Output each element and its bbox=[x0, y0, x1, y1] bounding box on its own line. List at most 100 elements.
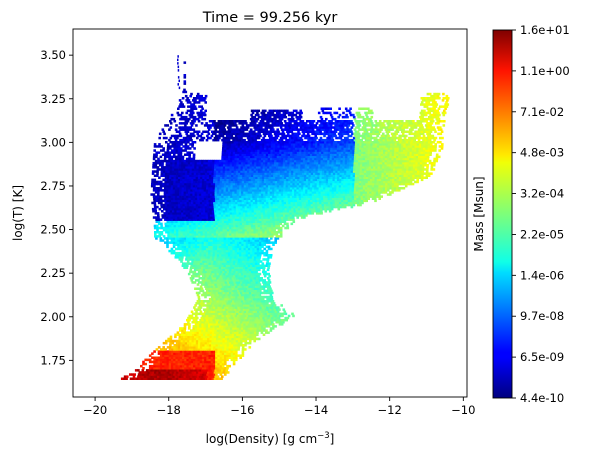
heatmap-cell bbox=[296, 184, 300, 188]
heatmap-cell bbox=[197, 367, 201, 370]
heatmap-cell bbox=[198, 375, 202, 378]
heatmap-cell bbox=[338, 182, 342, 186]
heatmap-cell bbox=[276, 189, 280, 192]
heatmap-cell bbox=[263, 314, 267, 318]
heatmap-cell bbox=[191, 201, 194, 205]
heatmap-cell bbox=[236, 331, 239, 334]
heatmap-cell bbox=[235, 268, 239, 272]
heatmap-cell bbox=[166, 362, 170, 366]
heatmap-cell bbox=[214, 218, 218, 221]
heatmap-cell bbox=[228, 262, 231, 265]
heatmap-cell bbox=[248, 346, 252, 349]
heatmap-cell bbox=[284, 212, 288, 215]
heatmap-cell bbox=[265, 304, 268, 307]
heatmap-cell bbox=[184, 364, 187, 368]
heatmap-cell bbox=[239, 237, 242, 240]
heatmap-cell bbox=[187, 207, 190, 211]
heatmap-cell bbox=[173, 360, 176, 364]
heatmap-cell bbox=[251, 266, 255, 269]
heatmap-cell bbox=[240, 212, 244, 215]
heatmap-cell bbox=[197, 182, 200, 186]
heatmap-cell bbox=[172, 195, 176, 198]
heatmap-cell bbox=[189, 235, 192, 238]
heatmap-cell bbox=[232, 216, 235, 219]
heatmap-cell bbox=[185, 189, 189, 192]
heatmap-cell bbox=[256, 193, 259, 196]
heatmap-cell bbox=[199, 178, 203, 182]
heatmap-cell bbox=[180, 337, 184, 341]
heatmap-cell bbox=[278, 216, 282, 219]
heatmap-cell bbox=[248, 218, 251, 221]
heatmap-cell bbox=[246, 274, 249, 278]
heatmap-cell bbox=[241, 325, 244, 328]
heatmap-cell bbox=[250, 262, 254, 265]
heatmap-cell bbox=[189, 277, 193, 280]
heatmap-cell bbox=[252, 254, 255, 257]
heatmap-cell bbox=[222, 233, 226, 236]
heatmap-cell bbox=[201, 289, 205, 293]
heatmap-cell bbox=[210, 201, 214, 205]
heatmap-cell bbox=[179, 187, 182, 190]
heatmap-cell bbox=[204, 201, 207, 205]
heatmap-cell bbox=[251, 256, 255, 259]
heatmap-cell bbox=[194, 312, 197, 316]
heatmap-cell bbox=[198, 331, 202, 334]
heatmap-cell bbox=[238, 304, 242, 307]
heatmap-cell bbox=[360, 193, 363, 196]
heatmap-cell bbox=[199, 318, 202, 322]
heatmap-cell bbox=[210, 375, 213, 378]
heatmap-cell bbox=[204, 348, 207, 351]
heatmap-cell bbox=[223, 193, 226, 196]
heatmap-cell bbox=[223, 279, 227, 282]
heatmap-cell bbox=[262, 203, 265, 207]
heatmap-cell bbox=[210, 216, 213, 219]
heatmap-cell bbox=[230, 314, 233, 318]
heatmap-cell bbox=[174, 189, 178, 192]
heatmap-cell bbox=[367, 180, 371, 184]
heatmap-cell bbox=[240, 256, 244, 259]
heatmap-cell bbox=[224, 233, 228, 236]
heatmap-cell bbox=[247, 304, 250, 307]
heatmap-cell bbox=[233, 337, 237, 341]
heatmap-cell bbox=[201, 350, 205, 353]
heatmap-cell bbox=[220, 287, 224, 290]
heatmap-cell bbox=[274, 314, 278, 318]
heatmap-cell bbox=[283, 180, 287, 184]
heatmap-cell bbox=[193, 178, 196, 182]
heatmap-cell bbox=[232, 220, 236, 223]
heatmap-cell bbox=[234, 249, 238, 253]
heatmap-cell bbox=[280, 312, 283, 316]
heatmap-cell bbox=[195, 203, 199, 207]
heatmap-cell bbox=[208, 199, 212, 203]
heatmap-cell bbox=[223, 254, 227, 257]
heatmap-cell bbox=[204, 377, 208, 380]
heatmap-cell bbox=[198, 233, 201, 236]
heatmap-cell bbox=[319, 178, 322, 182]
heatmap-cell bbox=[267, 256, 270, 259]
heatmap-cell bbox=[239, 176, 243, 179]
heatmap-cell bbox=[254, 283, 257, 286]
heatmap-cell bbox=[165, 371, 168, 374]
heatmap-cell bbox=[336, 201, 340, 205]
heatmap-cell bbox=[291, 210, 294, 213]
heatmap-cell bbox=[349, 193, 352, 196]
heatmap-cell bbox=[187, 369, 191, 372]
heatmap-cell bbox=[209, 287, 213, 290]
heatmap-cell bbox=[187, 371, 190, 374]
heatmap-cell bbox=[233, 268, 237, 272]
heatmap-cell bbox=[271, 207, 274, 211]
heatmap-cell bbox=[241, 214, 244, 217]
heatmap-cell bbox=[170, 216, 174, 219]
heatmap-cell bbox=[194, 191, 198, 194]
heatmap-cell bbox=[256, 187, 260, 190]
heatmap-cell bbox=[201, 216, 204, 219]
heatmap-cell bbox=[153, 364, 156, 368]
heatmap-cell bbox=[262, 268, 265, 272]
heatmap-cell bbox=[219, 350, 223, 353]
heatmap-cell bbox=[234, 283, 237, 286]
heatmap-cell bbox=[200, 331, 204, 334]
heatmap-cell bbox=[309, 212, 312, 215]
heatmap-cell bbox=[227, 256, 231, 259]
heatmap-cell bbox=[212, 279, 216, 282]
heatmap-cell bbox=[215, 224, 219, 228]
